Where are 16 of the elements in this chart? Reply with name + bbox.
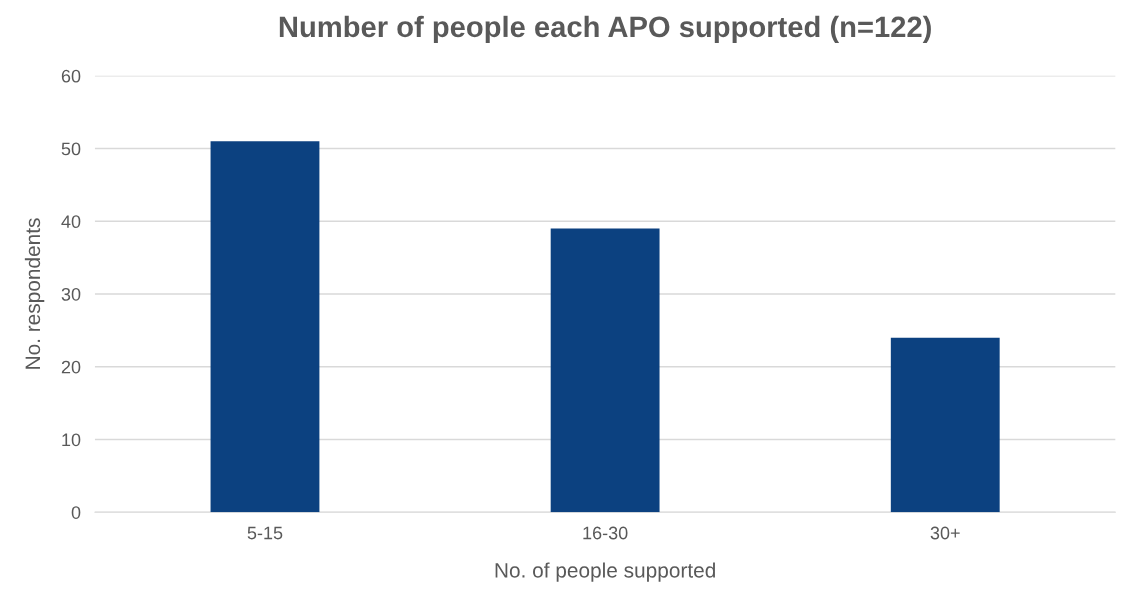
bar <box>210 141 320 513</box>
x-tick-label: 5-15 <box>247 526 283 540</box>
y-tick-label: 40 <box>61 215 81 229</box>
chart-title: Number of people each APO supported (n=122) <box>279 15 931 43</box>
x-axis-title: No. of people supported <box>495 562 715 582</box>
x-tick-label: 30+ <box>930 526 960 540</box>
bar <box>890 337 1000 513</box>
y-tick-label: 30 <box>61 287 81 301</box>
y-tick-label: 50 <box>61 142 81 156</box>
x-tick-label: 16-30 <box>583 526 628 540</box>
y-tick-label: 20 <box>61 360 81 374</box>
y-tick-label: 60 <box>61 69 81 83</box>
y-axis-title: No. respondents <box>24 218 45 369</box>
y-tick-label: 0 <box>71 506 81 519</box>
y-tick-label: 10 <box>62 433 81 447</box>
bar <box>550 228 660 513</box>
